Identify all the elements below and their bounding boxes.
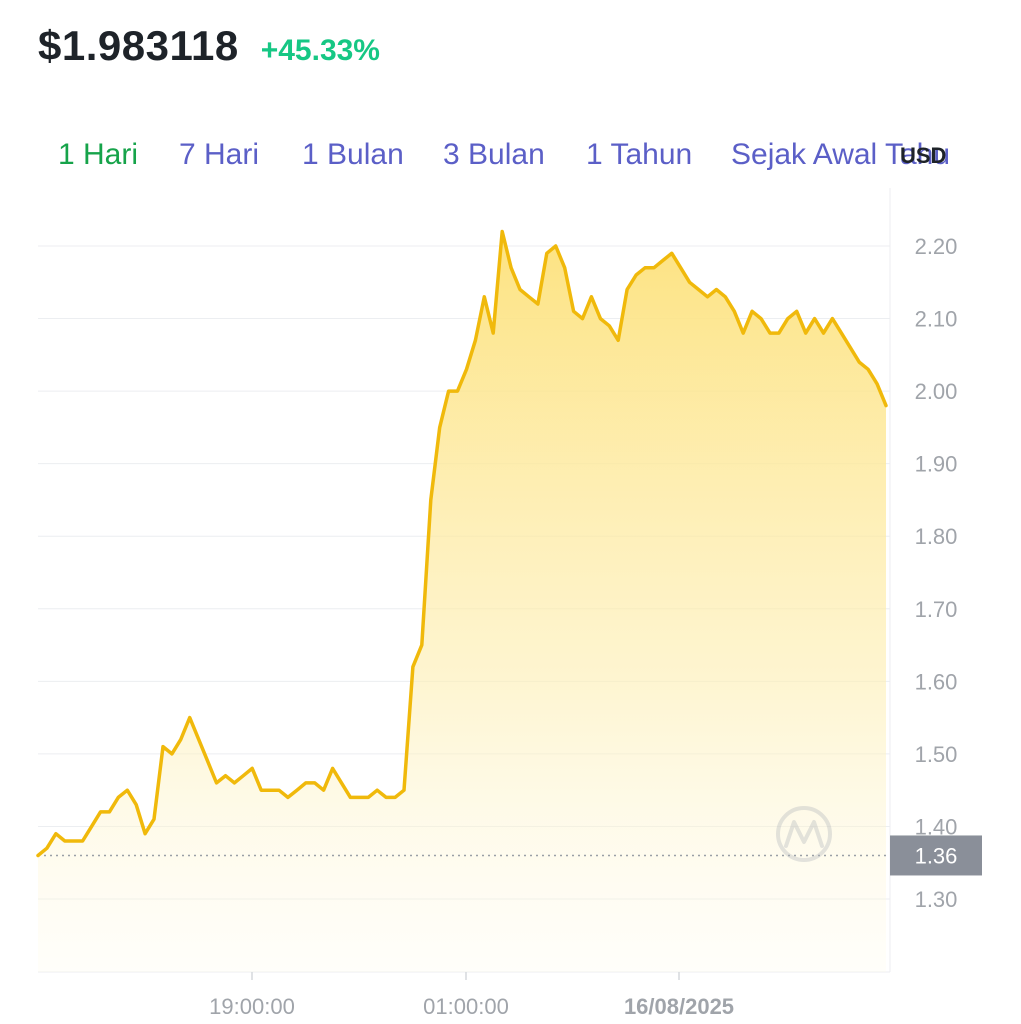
x-tick-label: 16/08/2025 bbox=[624, 994, 734, 1019]
reference-value-badge: 1.36 bbox=[890, 835, 982, 876]
price-header: $1.983118 +45.33% bbox=[38, 22, 380, 70]
y-tick-label: 1.40 bbox=[915, 814, 958, 839]
y-tick-label: 1.30 bbox=[915, 887, 958, 912]
tab-ytd[interactable]: Sejak Awal Tahu bbox=[731, 138, 951, 171]
x-tick-labels: 19:00:00 01:00:00 16/08/2025 bbox=[209, 994, 734, 1019]
price-change: +45.33% bbox=[260, 34, 380, 67]
y-tick-labels: 1.30 1.40 1.50 1.60 1.70 1.80 1.90 2.00 2.10 2.20 bbox=[915, 234, 958, 912]
y-tick-label: 1.90 bbox=[915, 452, 958, 477]
tab-1-month[interactable]: 1 Bulan bbox=[302, 138, 404, 171]
tab-7-day[interactable]: 7 Hari bbox=[179, 138, 260, 171]
y-tick-label: 1.80 bbox=[915, 524, 958, 549]
tab-1-year[interactable]: 1 Tahun bbox=[586, 138, 693, 171]
reference-value-label: 1.36 bbox=[915, 843, 958, 868]
x-tick-label: 01:00:00 bbox=[423, 994, 509, 1019]
current-price: $1.983118 bbox=[38, 22, 239, 69]
x-tick-label: 19:00:00 bbox=[209, 994, 295, 1019]
y-tick-label: 1.60 bbox=[915, 669, 958, 694]
y-tick-label: 2.20 bbox=[915, 234, 958, 259]
price-area-fill bbox=[38, 231, 886, 972]
price-line bbox=[36, 229, 888, 858]
tab-3-month[interactable]: 3 Bulan bbox=[443, 138, 545, 171]
y-tick-label: 1.70 bbox=[915, 597, 958, 622]
y-tick-label: 2.10 bbox=[915, 307, 958, 332]
watermark-logo-icon bbox=[776, 806, 832, 862]
y-tick-label: 1.50 bbox=[915, 742, 958, 767]
x-tick-marks bbox=[251, 972, 680, 980]
tab-1-day[interactable]: 1 Hari bbox=[58, 138, 139, 171]
currency-label: USD bbox=[900, 143, 947, 168]
y-tick-label: 2.00 bbox=[915, 379, 958, 404]
